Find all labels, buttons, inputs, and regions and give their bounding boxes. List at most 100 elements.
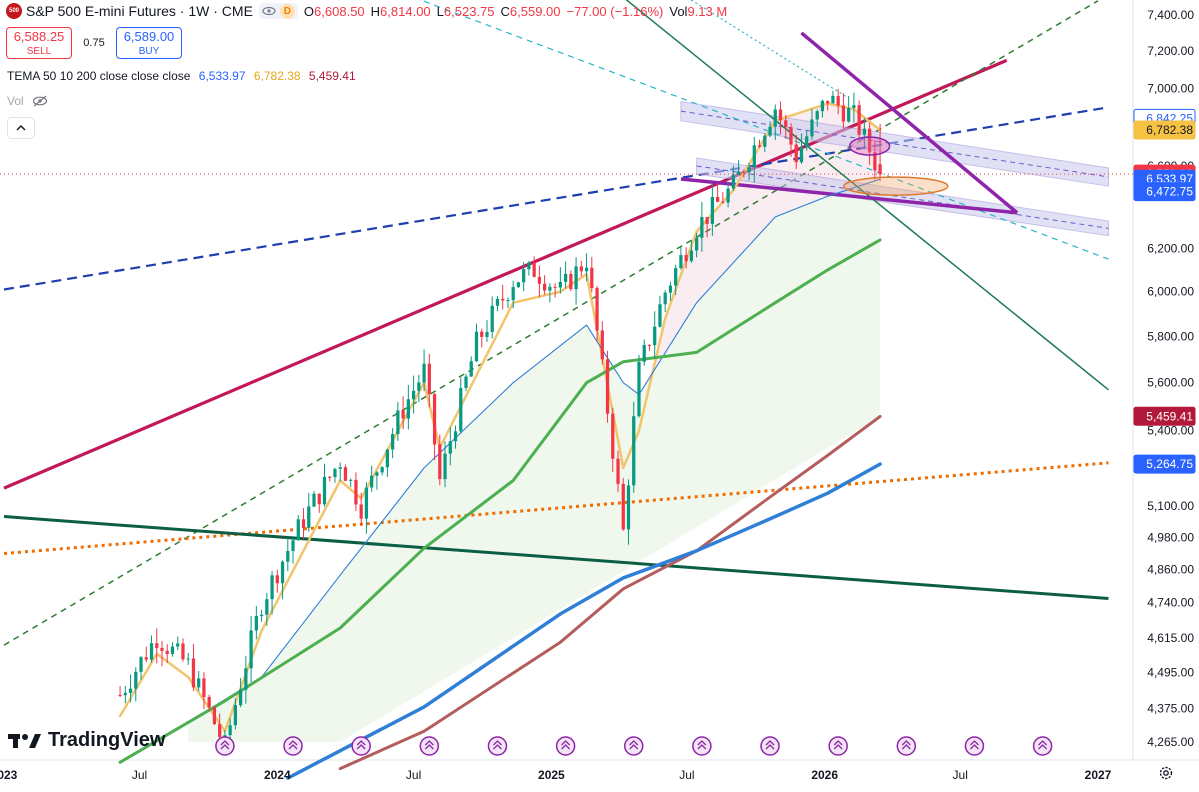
candle-body [244, 668, 248, 690]
collapse-legend-button[interactable] [7, 117, 35, 139]
y-tick-label: 4,265.00 [1147, 735, 1194, 749]
sell-label: SELL [26, 46, 52, 57]
candle-body [343, 467, 348, 481]
ohlc-high-key: H [370, 3, 381, 19]
candle-body [710, 197, 714, 224]
gear-icon [1159, 766, 1173, 780]
lower-channel-midline [696, 165, 1109, 229]
candle-body [233, 705, 238, 726]
eye-hidden-icon[interactable] [32, 95, 48, 107]
indicator-value-tema-200: 5,459.41 [308, 69, 356, 83]
volume-legend[interactable]: Vol [7, 94, 48, 108]
candle-body [480, 331, 484, 337]
candle-body [522, 269, 526, 283]
tradingview-logo[interactable]: TradingView [8, 729, 165, 752]
ohlc-open-key: O [303, 3, 315, 19]
candle-body [527, 262, 531, 270]
candle-body [443, 453, 447, 480]
visibility-toggle[interactable]: D [258, 3, 298, 19]
ohlc-change-value: −77.00 (−1.16%) [566, 3, 664, 19]
price-label-box [1133, 454, 1196, 474]
event-marker [828, 736, 848, 756]
candle-body [432, 394, 437, 445]
candle-body [695, 237, 699, 251]
candle-body [763, 135, 767, 147]
candle-body [511, 287, 515, 301]
candle-body [626, 485, 631, 530]
candle-body [186, 658, 190, 660]
volume-key: Vol [669, 3, 688, 19]
candle-body [438, 444, 442, 480]
price-label-text: 6,782.38 [1146, 123, 1193, 137]
candle-body [280, 561, 285, 584]
candle-body [202, 678, 206, 697]
candle-body [668, 285, 673, 293]
candle-body [359, 504, 363, 519]
candle-body [181, 643, 185, 660]
candle-body [191, 658, 196, 688]
candle-body [474, 331, 479, 362]
candle-body [721, 201, 725, 203]
trendline-orange-dotted [3, 461, 1109, 556]
candle-body [726, 188, 730, 203]
candle-body [742, 171, 746, 173]
candle-body [873, 152, 877, 171]
y-tick-label: 4,740.00 [1147, 596, 1194, 610]
candle-body [197, 678, 201, 688]
indicator-legend[interactable]: TEMA 50 10 200 close close close 6,533.9… [7, 69, 356, 83]
candle-body [878, 164, 882, 175]
candle-body [265, 599, 269, 615]
candle-body [616, 458, 620, 484]
candle-body [773, 109, 777, 127]
indicator-name: TEMA 50 10 200 close close close [7, 69, 191, 83]
candle-body [495, 298, 500, 306]
candle-body [689, 250, 694, 262]
candle-body [794, 144, 798, 163]
candle-body [401, 410, 405, 419]
chevron-up-icon [16, 125, 26, 131]
candle-body [328, 476, 332, 478]
buy-button[interactable]: 6,589.00 BUY [116, 27, 182, 59]
data-delay-badge[interactable]: D [279, 3, 295, 19]
event-marker-arrow [833, 740, 843, 750]
event-marker [896, 736, 917, 756]
tema-fill-pink [623, 103, 881, 468]
event-marker [487, 736, 508, 756]
trendline-dark-green-falling [3, 514, 1109, 601]
trade-panel: 6,588.25 SELL 0.75 6,589.00 BUY [6, 27, 182, 59]
candle-body [658, 304, 662, 327]
candle-body [296, 519, 300, 541]
candle-body [375, 472, 379, 476]
ohlc-low-key: L [436, 3, 444, 19]
candle-body [165, 650, 169, 654]
event-marker-arrow [288, 740, 298, 750]
candle-body [385, 449, 390, 468]
candle-body [301, 519, 306, 528]
event-marker [623, 736, 644, 756]
buy-label: BUY [138, 46, 160, 57]
candle-body [349, 479, 353, 481]
candle-body [600, 330, 604, 360]
candle-body [647, 344, 652, 346]
symbol-title[interactable]: S&P 500 E-mini Futures · 1W · CME [26, 3, 253, 19]
candle-body [228, 725, 232, 736]
price-label-text: 6,472.75 [1146, 185, 1193, 199]
price-label-box [1133, 182, 1196, 202]
candle-body [642, 344, 646, 362]
candle-body [354, 479, 358, 505]
candle-body [254, 616, 258, 631]
sell-button[interactable]: 6,588.25 SELL [6, 27, 72, 59]
candle-body [590, 267, 594, 289]
chart-settings-button[interactable] [1157, 764, 1175, 782]
candle-body [160, 647, 164, 651]
tema-fill-green [188, 179, 881, 742]
event-marker [351, 736, 371, 756]
y-tick-label: 4,980.00 [1147, 531, 1194, 545]
candle-body [815, 111, 819, 120]
symbol-logo[interactable]: 500 [6, 3, 22, 19]
candle-body [836, 95, 840, 106]
ohlc-high-value: 6,814.00 [380, 3, 431, 19]
candle-body [789, 127, 793, 145]
candle-body [674, 268, 678, 286]
